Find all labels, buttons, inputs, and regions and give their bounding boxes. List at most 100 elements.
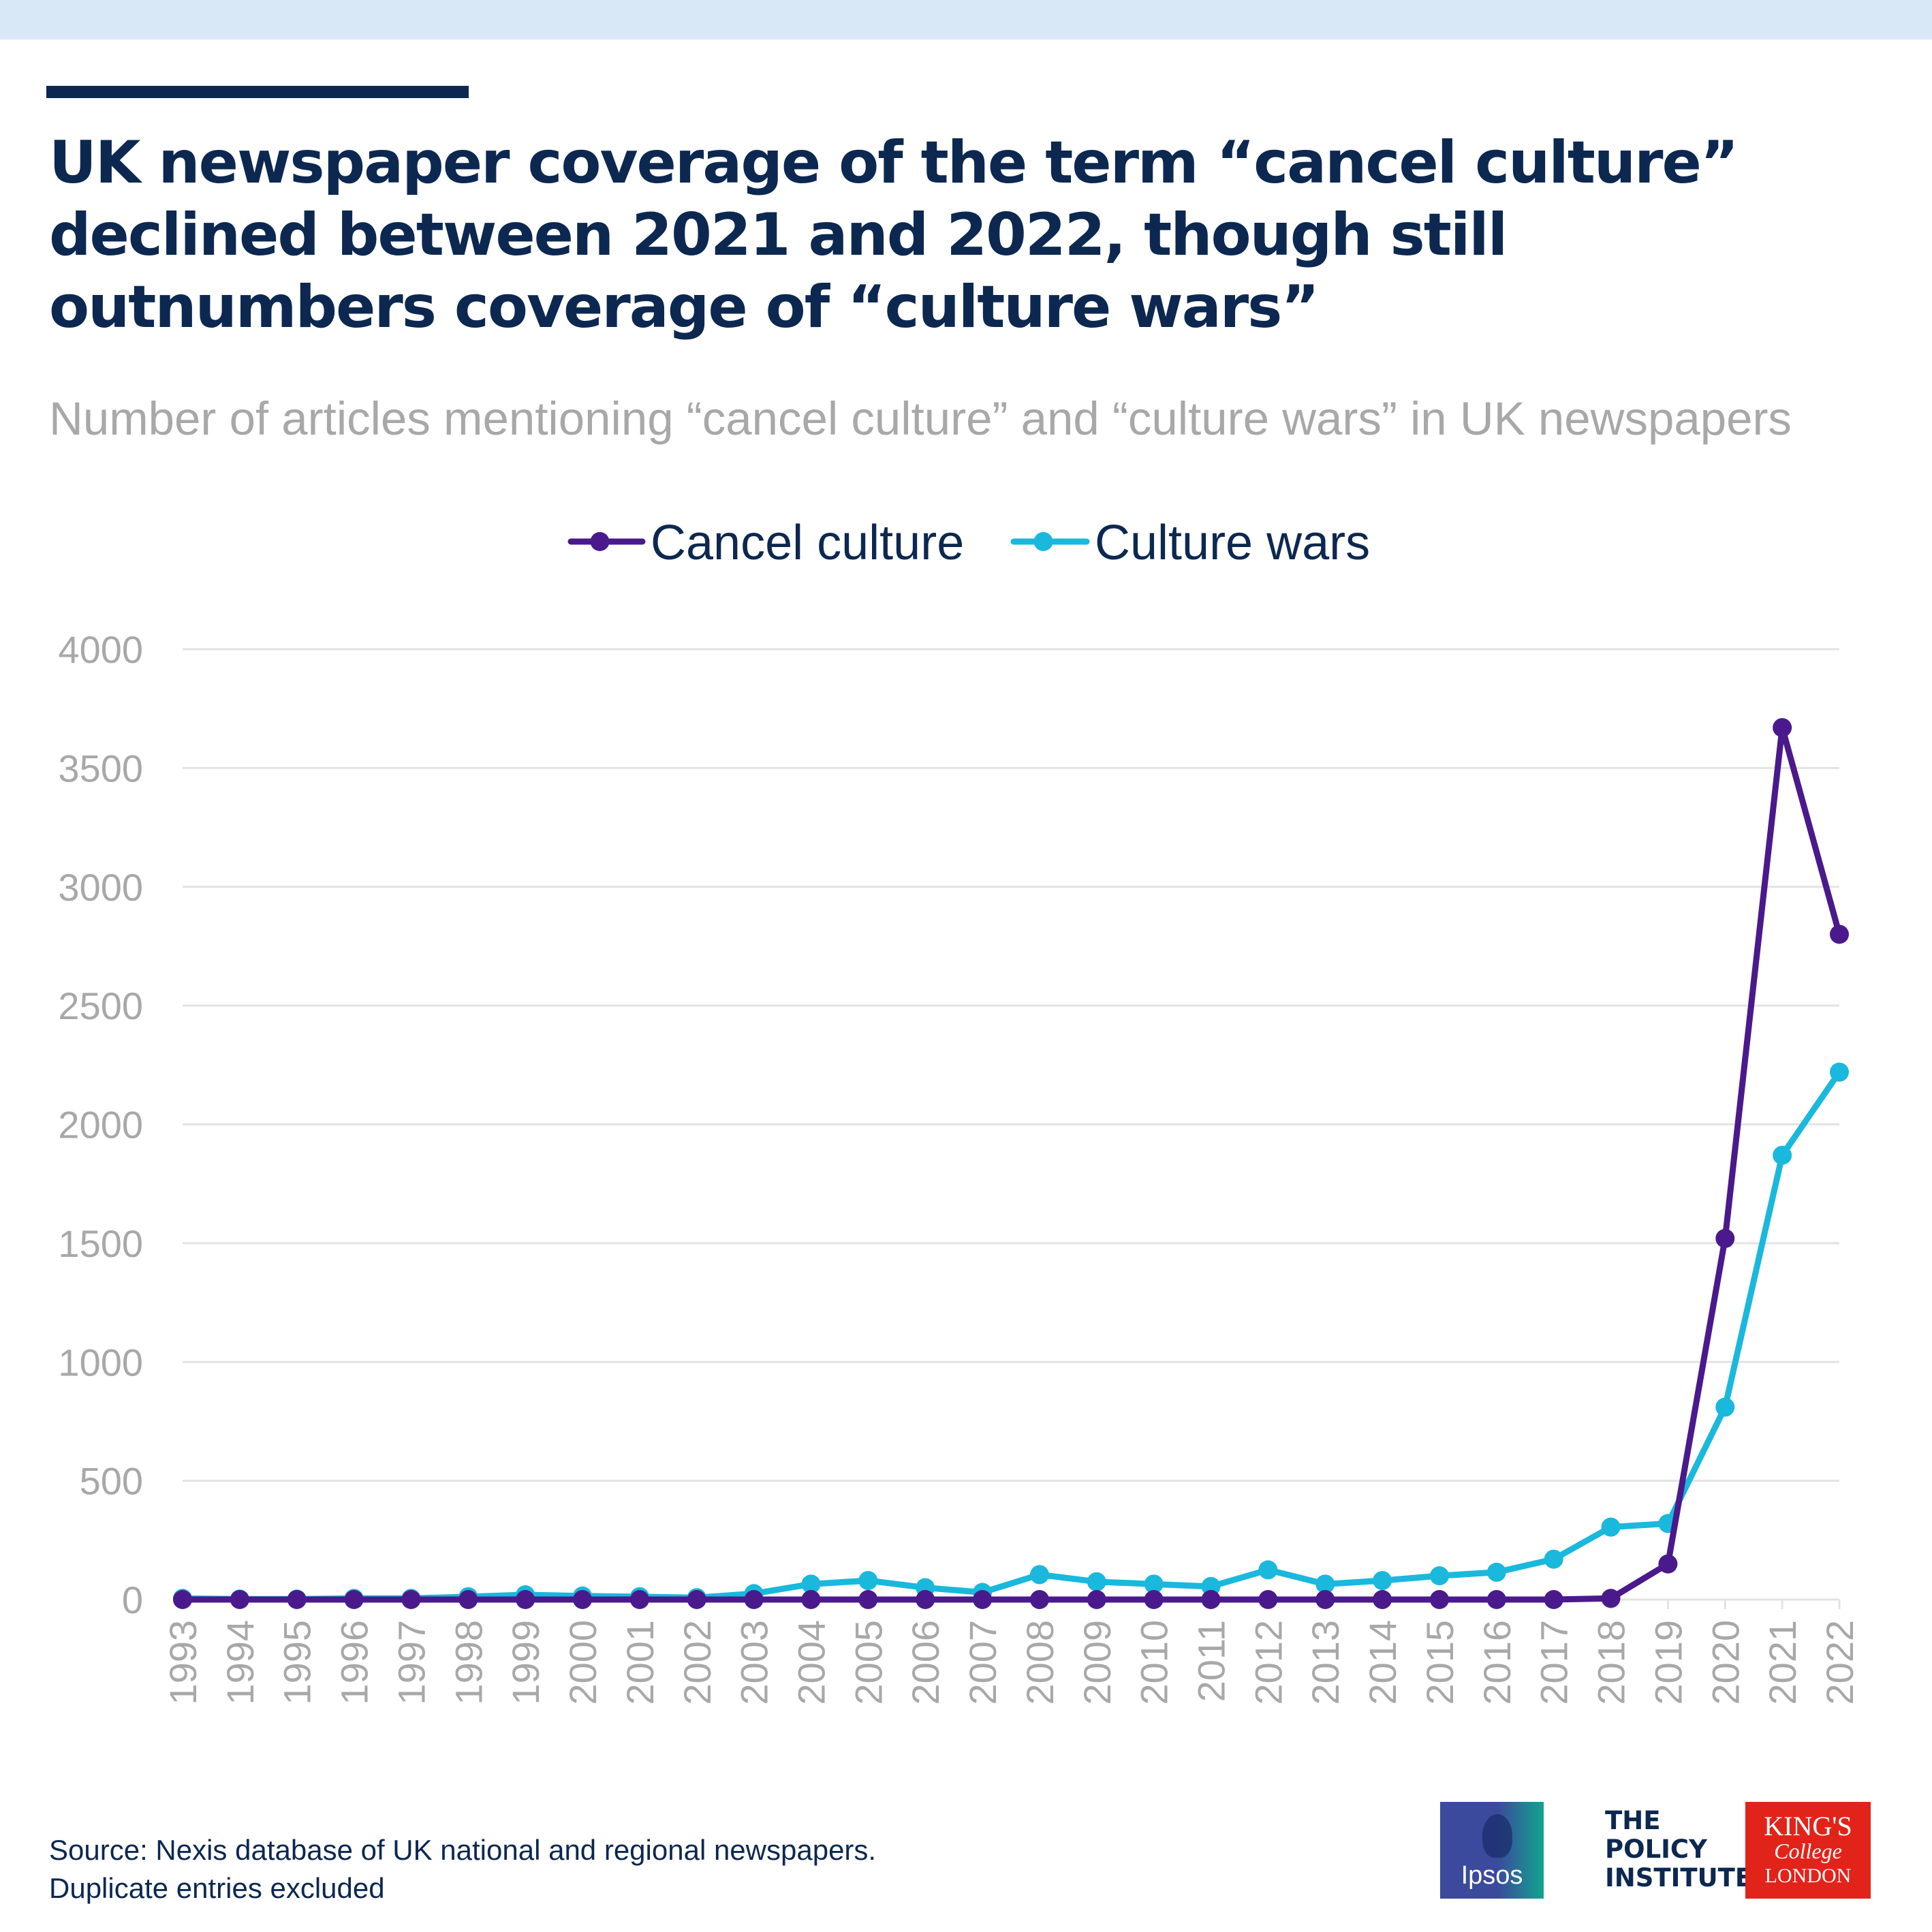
data-point-cancel-culture xyxy=(1658,1554,1678,1574)
data-point-cancel-culture xyxy=(230,1590,249,1609)
legend-swatch-marker xyxy=(590,532,610,551)
data-point-cancel-culture xyxy=(401,1590,421,1609)
x-tick-label: 2007 xyxy=(961,1620,1004,1705)
data-point-cancel-culture xyxy=(173,1590,192,1609)
y-tick-label: 3000 xyxy=(58,866,143,909)
x-tick-label: 1993 xyxy=(161,1620,204,1705)
data-point-cancel-culture xyxy=(1029,1590,1049,1609)
policy-institute-line-3: INSTITUTE xyxy=(1605,1863,1753,1892)
x-tick-label: 2019 xyxy=(1647,1620,1689,1705)
accent-rule xyxy=(46,86,469,98)
x-tick-label: 2001 xyxy=(619,1620,661,1705)
x-tick-label: 1995 xyxy=(276,1620,319,1705)
x-tick-label: 2017 xyxy=(1533,1620,1576,1705)
data-point-cancel-culture xyxy=(744,1590,764,1609)
y-tick-label: 0 xyxy=(122,1578,143,1621)
x-tick-label: 2016 xyxy=(1476,1620,1518,1705)
kings-logo-line-2: College xyxy=(1774,1839,1842,1863)
data-point-culture-wars xyxy=(1601,1517,1621,1537)
x-tick-label: 1999 xyxy=(504,1620,547,1705)
line-chart: Cancel culture Culture wars 0 500 1000 1500 2… xyxy=(58,516,1861,1705)
data-point-cancel-culture xyxy=(1087,1590,1106,1609)
y-tick-label: 500 xyxy=(80,1460,143,1503)
data-point-cancel-culture xyxy=(1601,1589,1621,1608)
data-point-culture-wars xyxy=(1373,1571,1392,1591)
x-tick-label: 2018 xyxy=(1590,1620,1633,1705)
policy-institute-line-2: POLICY xyxy=(1605,1835,1707,1864)
y-tick-label: 4000 xyxy=(58,628,143,671)
x-tick-label: 2022 xyxy=(1818,1620,1861,1705)
x-tick-label: 2008 xyxy=(1018,1620,1061,1705)
legend-item-culture-wars: Culture wars xyxy=(1010,516,1370,570)
chart-gridlines xyxy=(183,648,1839,1601)
data-point-cancel-culture xyxy=(287,1590,307,1609)
source-note: Source: Nexis database of UK national an… xyxy=(49,1831,876,1907)
x-tick-label: 2002 xyxy=(676,1620,719,1705)
data-point-culture-wars xyxy=(858,1571,878,1591)
data-point-cancel-culture xyxy=(1544,1590,1563,1609)
data-point-cancel-culture xyxy=(973,1590,993,1609)
x-tick-label: 2011 xyxy=(1190,1620,1233,1702)
data-point-culture-wars xyxy=(1029,1565,1049,1585)
y-tick-label: 1000 xyxy=(58,1341,143,1384)
data-point-culture-wars xyxy=(1144,1574,1164,1594)
x-tick-label: 2005 xyxy=(847,1620,890,1705)
chart-subtitle: Number of articles mentioning “cancel cu… xyxy=(49,392,1792,445)
x-tick-label: 1994 xyxy=(219,1620,262,1705)
data-point-cancel-culture xyxy=(1715,1228,1735,1248)
x-tick-label: 2021 xyxy=(1761,1620,1804,1705)
x-tick-label: 2014 xyxy=(1361,1620,1404,1705)
data-point-cancel-culture xyxy=(458,1590,478,1609)
x-tick-label: 2020 xyxy=(1704,1620,1747,1705)
x-tick-label: 2000 xyxy=(561,1620,604,1705)
x-tick-label: 1998 xyxy=(447,1620,490,1705)
y-tick-label: 2500 xyxy=(58,984,143,1027)
data-point-cancel-culture xyxy=(516,1590,535,1609)
data-point-culture-wars xyxy=(1773,1145,1792,1165)
data-point-culture-wars xyxy=(1830,1062,1849,1082)
x-tick-label: 2015 xyxy=(1418,1620,1461,1705)
kings-logo-line-3: LONDON xyxy=(1764,1865,1852,1887)
data-point-cancel-culture xyxy=(1830,924,1849,944)
data-point-culture-wars xyxy=(1544,1549,1563,1569)
source-line-2: Duplicate entries excluded xyxy=(49,1872,385,1904)
data-point-culture-wars xyxy=(1715,1397,1735,1417)
x-tick-label: 2013 xyxy=(1304,1620,1347,1705)
data-point-culture-wars xyxy=(1087,1572,1106,1591)
y-tick-label: 3500 xyxy=(58,747,143,790)
series-line-culture-wars xyxy=(179,1069,1843,1602)
x-tick-label: 1997 xyxy=(390,1620,433,1705)
data-point-culture-wars xyxy=(801,1574,821,1594)
data-point-cancel-culture xyxy=(1429,1590,1449,1609)
chart-series xyxy=(173,718,1849,1609)
data-point-culture-wars xyxy=(1486,1562,1506,1582)
data-point-cancel-culture xyxy=(916,1590,935,1609)
data-point-cancel-culture xyxy=(573,1590,593,1609)
data-point-cancel-culture xyxy=(1486,1590,1506,1609)
kings-logo-line-1: KING'S xyxy=(1764,1811,1852,1841)
chart-legend: Cancel culture Culture wars xyxy=(567,516,1370,570)
data-point-culture-wars xyxy=(1201,1576,1221,1596)
y-tick-label: 1500 xyxy=(58,1222,143,1265)
legend-item-cancel-culture: Cancel culture xyxy=(567,516,964,570)
data-point-cancel-culture xyxy=(1201,1590,1221,1609)
x-tick-label: 2010 xyxy=(1133,1620,1176,1705)
data-point-cancel-culture xyxy=(1144,1590,1164,1609)
data-point-culture-wars xyxy=(1315,1574,1335,1594)
y-axis-ticks: 0 500 1000 1500 2000 2500 3000 3500 4000 xyxy=(58,628,143,1621)
policy-institute-logo: THE POLICY INSTITUTE xyxy=(1605,1807,1753,1892)
y-tick-label: 2000 xyxy=(58,1104,143,1147)
series-culture-wars xyxy=(173,1062,1849,1609)
data-point-cancel-culture xyxy=(1373,1590,1392,1609)
ipsos-logo: Ipsos xyxy=(1440,1802,1544,1899)
x-tick-label: 2012 xyxy=(1247,1620,1290,1705)
legend-label: Cancel culture xyxy=(651,516,964,570)
data-point-cancel-culture xyxy=(801,1590,821,1609)
x-axis-ticks: 1993 1994 1995 1996 1997 1998 1999 2000 2001 2002… xyxy=(161,1600,1861,1705)
x-tick-label: 2009 xyxy=(1076,1620,1119,1705)
ipsos-logo-text: Ipsos xyxy=(1461,1861,1523,1890)
x-tick-label: 1996 xyxy=(333,1620,376,1705)
source-line-1: Source: Nexis database of UK national an… xyxy=(49,1834,877,1866)
data-point-cancel-culture xyxy=(687,1590,706,1609)
series-line-cancel-culture xyxy=(179,724,1843,1603)
